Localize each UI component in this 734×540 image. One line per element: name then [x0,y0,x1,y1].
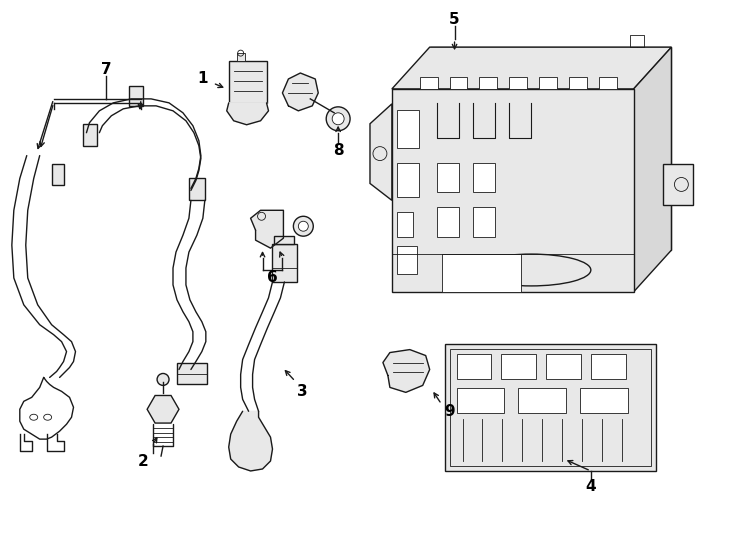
Polygon shape [392,47,672,89]
Circle shape [326,107,350,131]
Bar [479,77,498,89]
Polygon shape [227,103,269,125]
Bar [397,212,413,237]
Text: 7: 7 [101,62,112,77]
Bar [437,207,459,237]
Bar [599,77,617,89]
Polygon shape [633,47,672,292]
Bar [591,354,625,380]
Bar [518,388,566,413]
Text: 9: 9 [444,404,455,418]
Polygon shape [383,349,429,393]
Bar [129,86,143,106]
Bar [664,164,694,205]
Circle shape [298,221,308,231]
Circle shape [157,374,169,386]
Text: 4: 4 [586,480,596,495]
Bar [272,244,297,282]
Bar [569,77,587,89]
Text: 6: 6 [267,271,278,286]
Bar [473,163,495,192]
Bar [457,354,491,380]
Bar [457,388,504,413]
Bar [539,77,557,89]
Text: 1: 1 [197,71,208,86]
Bar [229,61,266,103]
Bar [580,388,628,413]
Bar [546,354,581,380]
Text: 2: 2 [138,454,148,469]
Text: 3: 3 [297,384,308,399]
Bar [397,246,417,274]
Bar [437,163,459,192]
Polygon shape [229,411,272,471]
Polygon shape [370,104,392,200]
Bar [445,343,655,471]
Text: 5: 5 [449,12,460,27]
Polygon shape [429,47,672,250]
Bar [449,349,650,466]
Bar [449,77,468,89]
Polygon shape [250,210,283,248]
Bar [501,354,536,380]
Circle shape [294,217,313,236]
Polygon shape [283,73,319,111]
Bar [509,77,527,89]
Polygon shape [392,89,633,292]
Text: 8: 8 [333,143,344,158]
Bar [397,163,418,198]
Bar [420,77,437,89]
Bar [397,110,418,147]
Bar [236,53,244,61]
Bar [473,207,495,237]
Bar [442,254,521,292]
Bar [177,362,207,384]
Bar [275,236,294,244]
Bar [51,164,64,185]
Bar [189,179,205,200]
Circle shape [333,113,344,125]
Bar [84,124,98,146]
